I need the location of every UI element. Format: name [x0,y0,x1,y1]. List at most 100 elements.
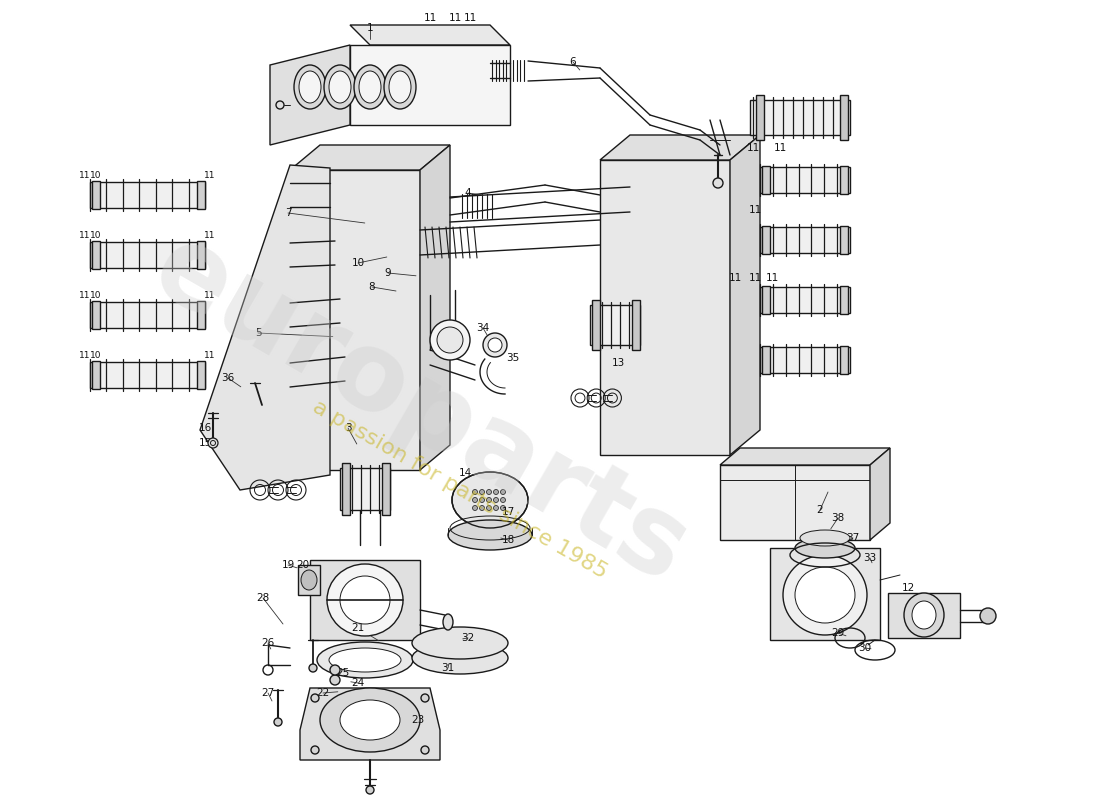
Polygon shape [340,468,390,510]
Ellipse shape [324,65,356,109]
Text: 37: 37 [846,533,859,543]
Text: 22: 22 [317,688,330,698]
Polygon shape [350,25,510,45]
Text: 11: 11 [205,350,216,359]
Text: 32: 32 [461,633,474,643]
Circle shape [486,498,492,502]
Circle shape [473,490,477,494]
Text: 11: 11 [424,13,437,23]
Polygon shape [762,286,770,314]
Text: 11: 11 [205,230,216,239]
Text: 33: 33 [864,553,877,563]
Text: 10: 10 [90,290,101,299]
Polygon shape [90,242,205,268]
Polygon shape [600,160,730,455]
Ellipse shape [412,627,508,659]
Circle shape [473,498,477,502]
Text: 11: 11 [79,350,90,359]
Text: 11: 11 [728,273,741,283]
Circle shape [480,490,484,494]
Polygon shape [888,593,960,638]
Polygon shape [310,560,420,640]
Polygon shape [342,463,350,515]
Text: 13: 13 [612,358,625,368]
Polygon shape [840,346,848,374]
Text: 12: 12 [901,583,914,593]
Text: 10: 10 [351,258,364,268]
Ellipse shape [329,648,402,672]
Text: 18: 18 [502,535,515,545]
Polygon shape [197,181,205,209]
Text: 6: 6 [570,57,576,67]
Text: 19: 19 [282,560,295,570]
Text: 11: 11 [766,273,779,283]
Polygon shape [760,347,850,373]
Text: 26: 26 [262,638,275,648]
Circle shape [311,746,319,754]
Text: 11: 11 [773,143,786,153]
Circle shape [480,498,484,502]
Text: 25: 25 [337,668,350,678]
Text: 16: 16 [198,423,211,433]
Text: 20: 20 [296,560,309,570]
Ellipse shape [354,65,386,109]
Polygon shape [382,463,390,515]
Ellipse shape [320,688,420,752]
Text: 8: 8 [368,282,375,292]
Ellipse shape [800,530,850,546]
Text: 4: 4 [464,188,471,198]
Polygon shape [590,305,640,345]
Polygon shape [762,346,770,374]
Polygon shape [92,181,100,209]
Ellipse shape [294,65,326,109]
Polygon shape [350,45,510,125]
Polygon shape [90,302,205,328]
Text: 10: 10 [90,170,101,179]
Text: 24: 24 [351,678,364,688]
Text: 11: 11 [747,143,760,153]
Ellipse shape [329,71,351,103]
Ellipse shape [389,71,411,103]
Polygon shape [770,548,880,640]
Polygon shape [840,166,848,194]
Circle shape [208,438,218,448]
Text: 5: 5 [255,328,262,338]
Ellipse shape [437,327,463,353]
Text: 23: 23 [411,715,425,725]
Ellipse shape [483,333,507,357]
Circle shape [366,786,374,794]
Ellipse shape [783,555,867,635]
Text: 7: 7 [285,208,292,218]
Polygon shape [762,166,770,194]
Polygon shape [720,448,890,465]
Text: 11: 11 [79,230,90,239]
Circle shape [330,665,340,675]
Circle shape [309,664,317,672]
Text: 38: 38 [832,513,845,523]
Polygon shape [762,226,770,254]
Ellipse shape [340,576,390,624]
Ellipse shape [299,71,321,103]
Polygon shape [197,241,205,269]
Ellipse shape [317,642,412,678]
Polygon shape [730,135,760,455]
Polygon shape [197,361,205,389]
Polygon shape [300,688,440,760]
Ellipse shape [301,570,317,590]
Polygon shape [840,95,848,140]
Text: 34: 34 [476,323,490,333]
Ellipse shape [795,538,855,558]
Ellipse shape [488,338,502,352]
Text: 30: 30 [858,643,871,653]
Ellipse shape [327,564,403,636]
Text: 11: 11 [748,205,761,215]
Circle shape [500,490,506,494]
Text: 11: 11 [205,170,216,179]
Text: 2: 2 [816,505,823,515]
Polygon shape [92,301,100,329]
Ellipse shape [448,520,532,550]
Text: 11: 11 [449,13,462,23]
Circle shape [421,746,429,754]
Text: 11: 11 [748,273,761,283]
Text: europarts: europarts [134,214,706,606]
